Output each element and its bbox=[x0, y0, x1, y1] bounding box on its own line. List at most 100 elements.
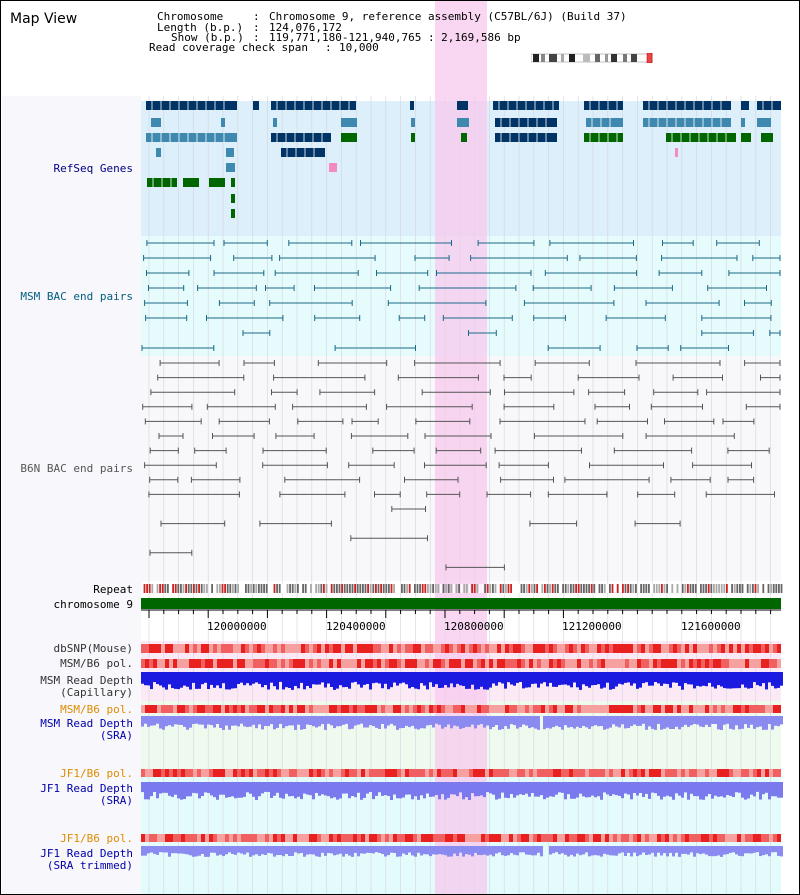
msm-b6-pol-cell bbox=[621, 659, 625, 668]
jf1-depth-trim-bar bbox=[552, 846, 555, 854]
msm-b6-pol-cell bbox=[533, 659, 537, 668]
jf1-depth-trim-bar bbox=[489, 846, 492, 855]
jf1-depth-trim-bar bbox=[336, 846, 339, 855]
repeat-mark bbox=[336, 584, 338, 593]
jf1-b6-pol2-cell bbox=[677, 834, 681, 842]
label-jf1-b6-pol[interactable]: JF1/B6 pol. bbox=[60, 767, 133, 780]
dbsnp-cell bbox=[173, 644, 177, 653]
repeat-mark bbox=[663, 584, 666, 593]
dbsnp-cell bbox=[365, 644, 369, 653]
msm-b6-pol2-cell bbox=[301, 705, 305, 713]
jf1-b6-pol2-cell bbox=[525, 834, 529, 842]
label-b6n-bac[interactable]: B6N BAC end pairs bbox=[20, 462, 133, 475]
repeat-mark bbox=[466, 584, 468, 593]
label-msm-b6-pol-2[interactable]: MSM/B6 pol. bbox=[60, 703, 133, 716]
gene-block bbox=[495, 133, 557, 142]
repeat-mark bbox=[536, 584, 538, 593]
msm-depth-cap-bar bbox=[342, 672, 345, 688]
jf1-depth-sra-bar bbox=[570, 782, 573, 799]
jf1-depth-sra-bar bbox=[738, 782, 741, 793]
jf1-depth-sra-bar bbox=[504, 782, 507, 798]
dbsnp-cell bbox=[425, 644, 429, 653]
jf1-b6-pol2-cell bbox=[649, 834, 653, 842]
jf1-b6-pol2-cell bbox=[145, 834, 149, 842]
repeat-mark bbox=[741, 584, 744, 593]
label-dbsnp[interactable]: dbSNP(Mouse) bbox=[53, 642, 133, 655]
jf1-depth-sra-bar bbox=[687, 782, 690, 800]
msm-b6-pol2-cell bbox=[661, 705, 665, 713]
jf1-b6-pol-cell bbox=[437, 769, 441, 777]
msm-b6-pol-cell bbox=[277, 659, 281, 668]
jf1-depth-trim-bar bbox=[426, 846, 429, 855]
msm-b6-pol2-cell bbox=[681, 705, 685, 713]
dbsnp-cell bbox=[513, 644, 517, 653]
jf1-depth-sra-bar bbox=[720, 782, 723, 797]
msm-depth-cap-bar bbox=[624, 672, 627, 683]
jf1-depth-trim-bar bbox=[429, 846, 432, 857]
repeat-mark bbox=[749, 584, 752, 593]
msm-b6-pol2-cell bbox=[145, 705, 149, 713]
jf1-b6-pol2-cell bbox=[553, 834, 557, 842]
msm-depth-sra-bar bbox=[165, 716, 168, 727]
msm-depth-sra-bar bbox=[216, 716, 219, 724]
jf1-depth-sra-bar bbox=[174, 782, 177, 795]
label-msm-depth-sra[interactable]: MSM Read Depth bbox=[40, 717, 133, 730]
msm-depth-cap-bar bbox=[363, 672, 366, 685]
label-jf1-depth-trimmed[interactable]: JF1 Read Depth bbox=[40, 847, 133, 860]
msm-b6-pol2-cell bbox=[725, 705, 729, 713]
jf1-b6-pol-cell bbox=[629, 769, 633, 777]
msm-b6-pol-cell bbox=[341, 659, 345, 668]
repeat-mark bbox=[440, 584, 442, 593]
label-msm-bac[interactable]: MSM BAC end pairs bbox=[20, 290, 133, 303]
label-jf1-depth-sra[interactable]: JF1 Read Depth bbox=[40, 782, 133, 795]
selection-highlight[interactable] bbox=[435, 1, 487, 894]
repeat-mark bbox=[562, 584, 564, 593]
msm-depth-sra-bar bbox=[633, 716, 636, 725]
jf1-depth-trim-bar bbox=[627, 846, 630, 853]
dbsnp-cell bbox=[353, 644, 357, 653]
jf1-depth-trim-bar bbox=[162, 846, 165, 853]
jf1-b6-pol-cell bbox=[765, 769, 769, 777]
jf1-depth-sra-bar bbox=[639, 782, 642, 793]
msm-b6-pol2-cell bbox=[185, 705, 189, 713]
label-jf1-b6-pol-2[interactable]: JF1/B6 pol. bbox=[60, 832, 133, 845]
msm-b6-pol2-cell bbox=[641, 705, 645, 713]
dbsnp-cell bbox=[493, 644, 497, 653]
dbsnp-cell bbox=[233, 644, 237, 653]
jf1-b6-pol-cell bbox=[229, 769, 233, 777]
jf1-depth-sra-bar bbox=[717, 782, 720, 797]
msm-depth-cap-bar bbox=[174, 672, 177, 689]
msm-depth-sra-bar bbox=[267, 716, 270, 727]
label-msm-depth-capillary[interactable]: MSM Read Depth bbox=[40, 674, 133, 687]
ruler-label-2: 120800000 bbox=[444, 620, 504, 633]
label-msm-b6-pol[interactable]: MSM/B6 pol. bbox=[60, 657, 133, 670]
chromosome-ideogram[interactable] bbox=[531, 53, 653, 63]
jf1-depth-trim-bar bbox=[369, 846, 372, 853]
repeat-mark bbox=[388, 584, 390, 593]
repeat-mark bbox=[265, 584, 268, 593]
jf1-depth-sra-bar bbox=[468, 782, 471, 800]
msm-b6-pol2-cell bbox=[473, 705, 477, 713]
label-refseq-genes[interactable]: RefSeq Genes bbox=[53, 162, 133, 175]
msm-b6-pol-cell bbox=[677, 659, 681, 668]
repeat-mark bbox=[432, 584, 434, 593]
msm-depth-cap-bar bbox=[564, 672, 567, 685]
jf1-depth-sra-bar bbox=[660, 782, 663, 800]
jf1-depth-trim-bar bbox=[690, 846, 693, 853]
dbsnp-cell bbox=[705, 644, 709, 653]
dbsnp-cell bbox=[453, 644, 457, 653]
jf1-depth-sra-bar bbox=[753, 782, 756, 797]
msm-b6-pol-cell bbox=[657, 659, 661, 668]
jf1-b6-pol2-cell bbox=[213, 834, 217, 842]
jf1-depth-sra-bar bbox=[456, 782, 459, 797]
repeat-mark bbox=[284, 584, 286, 593]
repeat-mark bbox=[252, 584, 255, 593]
jf1-depth-sra-bar bbox=[603, 782, 606, 793]
gene-block bbox=[209, 178, 225, 187]
jf1-depth-sra-bar bbox=[591, 782, 594, 796]
msm-b6-pol-cell bbox=[193, 659, 197, 668]
msm-depth-sra-bar bbox=[687, 716, 690, 727]
msm-depth-cap-bar bbox=[300, 672, 303, 683]
msm-b6-pol-cell bbox=[321, 659, 325, 668]
